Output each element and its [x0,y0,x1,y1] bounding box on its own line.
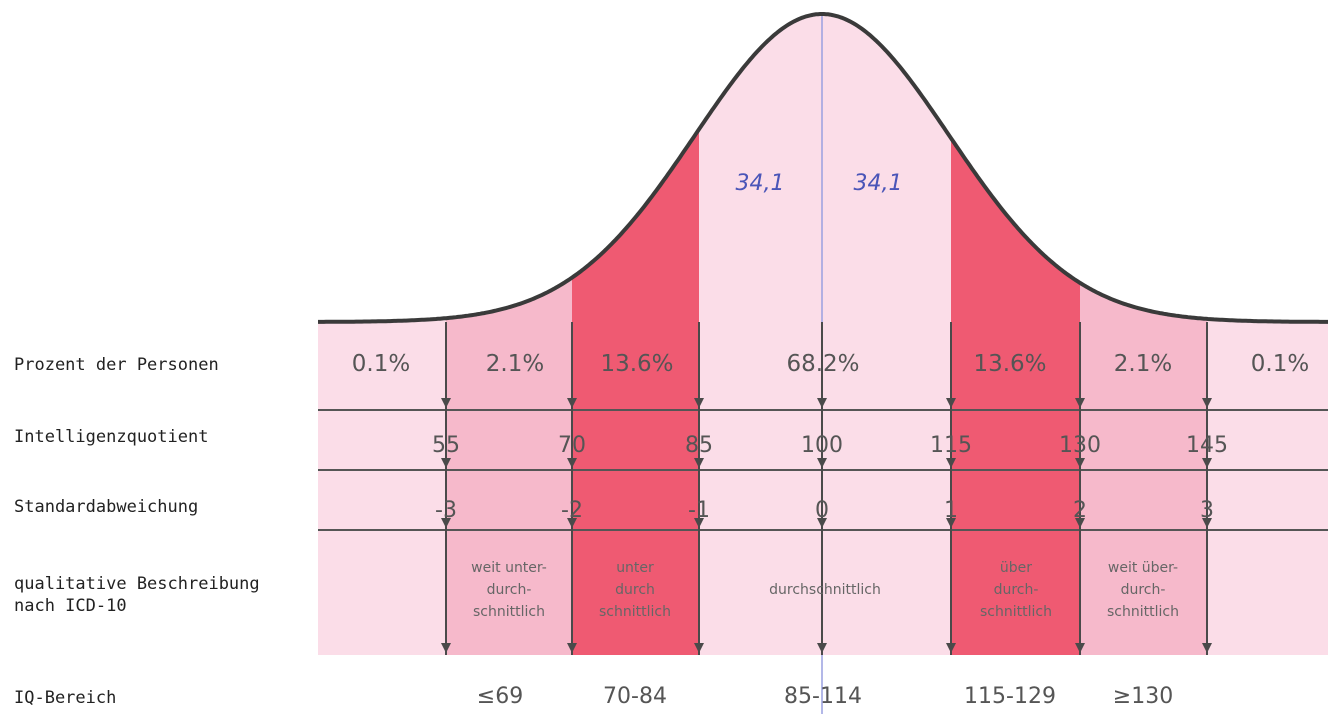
arrow-head [1075,458,1085,468]
description-line: weit über- [1108,560,1178,576]
arrow-head [1202,458,1212,468]
arrow-head [694,398,704,408]
iq-tick-label: 85 [685,433,713,458]
arrow-head [1075,518,1085,528]
region-fill [1207,318,1328,655]
arrow-head [441,398,451,408]
percent-label: 13.6% [600,351,673,377]
arrow-head [567,458,577,468]
description-line: durch [615,582,655,598]
description-line: unter [616,560,654,576]
percent-label: 68.2% [786,351,859,377]
arrow-head [946,398,956,408]
region-fill [951,138,1080,656]
arrow-head [817,398,827,408]
arrow-head [1202,643,1212,653]
description-line: schnittlich [473,604,545,620]
sd-tick-label: 2 [1073,498,1087,523]
arrow-head [1075,643,1085,653]
iq-tick-label: 115 [930,433,972,458]
iq-range-label: 115-129 [964,684,1056,709]
percent-label: 13.6% [973,351,1046,377]
handwritten-note: 34,1 [854,171,903,196]
description-line: durch- [994,582,1039,598]
arrow-head [1075,398,1085,408]
arrow-head [567,398,577,408]
iq-tick-label: 130 [1059,433,1101,458]
arrow-head [817,643,827,653]
row-label-description-1: qualitative Beschreibung [14,574,260,594]
description-line: durch- [487,582,532,598]
arrow-head [694,458,704,468]
description-line: über [1000,560,1032,576]
row-label-iq: Intelligenzquotient [14,427,209,447]
region-fill [446,277,572,655]
description-line: schnittlich [980,604,1052,620]
arrow-head [946,458,956,468]
row-label-description-2: nach ICD-10 [14,596,127,616]
description-line: schnittlich [1107,604,1179,620]
iq-range-label: 85-114 [784,684,862,709]
iq-tick-label: 55 [432,433,460,458]
iq-range-label: 70-84 [603,684,667,709]
arrow-head [817,518,827,528]
percent-label: 0.1% [352,351,410,377]
arrow-head [946,518,956,528]
sd-tick-label: -2 [561,498,583,523]
arrow-head [441,643,451,653]
sd-tick-label: -1 [688,498,710,523]
iq-tick-label: 145 [1186,433,1228,458]
iq-tick-label: 70 [558,433,586,458]
description-line: durchschnittlich [769,582,881,598]
arrow-head [1202,398,1212,408]
percent-label: 0.1% [1251,351,1309,377]
iq-range-label: ≥130 [1113,684,1173,709]
description-line: durch- [1121,582,1166,598]
iq-range-label: ≤69 [477,684,523,709]
sd-tick-label: 3 [1200,498,1214,523]
row-label-sd: Standardabweichung [14,497,199,517]
arrow-head [946,643,956,653]
arrow-head [817,458,827,468]
description-line: schnittlich [599,604,671,620]
row-label-percent: Prozent der Personen [14,355,219,375]
description-line: weit unter- [471,560,547,576]
arrow-head [441,518,451,528]
arrow-head [441,458,451,468]
region-fill [1080,282,1207,655]
sd-tick-label: -3 [435,498,457,523]
bell-curve [318,12,1328,324]
sd-tick-label: 1 [944,498,958,523]
arrow-head [694,643,704,653]
arrow-head [567,643,577,653]
percent-label: 2.1% [1114,351,1172,377]
percent-label: 2.1% [486,351,544,377]
row-label-range: IQ-Bereich [14,688,117,708]
arrow-head [694,518,704,528]
iq-tick-label: 100 [801,433,843,458]
handwritten-note: 34,1 [736,171,785,196]
region-fill [572,129,699,656]
arrow-head [567,518,577,528]
sd-tick-label: 0 [815,498,829,523]
region-fill [699,14,951,655]
region-fill [318,318,446,655]
arrow-head [1202,518,1212,528]
